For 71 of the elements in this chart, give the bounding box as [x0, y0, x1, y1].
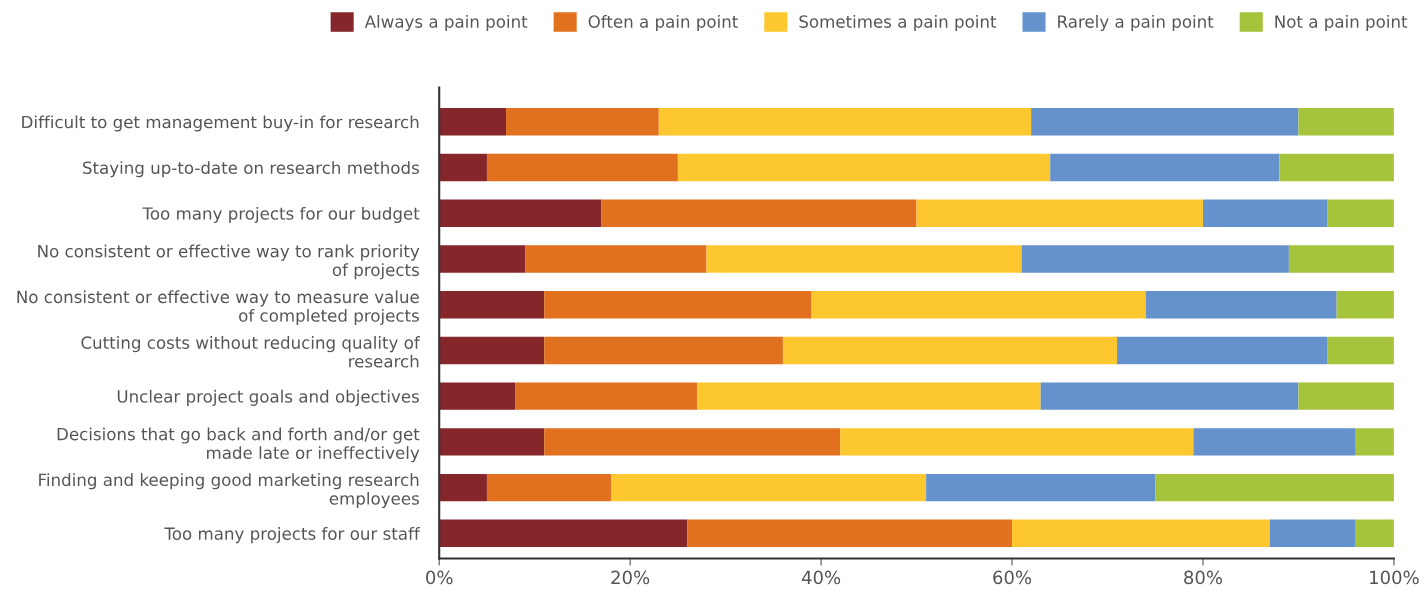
- bar: [515, 382, 697, 410]
- bar: [1117, 336, 1328, 365]
- bar: [439, 382, 516, 410]
- bar: [439, 473, 487, 502]
- bar: [486, 153, 678, 182]
- bar: [506, 108, 659, 136]
- bar: [677, 153, 1051, 182]
- x-tick-label: 60%: [993, 570, 1032, 585]
- bar: [1336, 290, 1394, 319]
- bar: [439, 336, 545, 365]
- bar: [439, 199, 602, 227]
- bar: [1031, 108, 1299, 136]
- y-tick-label: No consistent or effective way to measure value of completed projects: [17, 290, 419, 326]
- bar: [840, 428, 1194, 456]
- bar: [1269, 519, 1356, 548]
- legend-label: Always a pain point: [364, 14, 528, 32]
- y-tick-label: Cutting costs without reducing quality of research: [81, 336, 421, 368]
- bar: [1327, 336, 1394, 365]
- bar: [1298, 382, 1394, 410]
- bar: [1155, 473, 1394, 502]
- bar: [439, 428, 545, 456]
- y-tick-label: Difficult to get management buy-in for research: [22, 115, 419, 132]
- bar: [916, 199, 1203, 227]
- bar: [1355, 519, 1394, 548]
- bar: [926, 473, 1156, 502]
- y-tick-label: Staying up-to-date on research methods: [83, 161, 419, 178]
- bar: [1288, 245, 1394, 273]
- bar: [439, 108, 507, 136]
- bar: [658, 108, 1032, 136]
- bar: [1021, 245, 1289, 273]
- y-tick-label: Too many projects for our budget: [142, 206, 420, 224]
- bar: [1145, 290, 1337, 319]
- bar: [439, 153, 487, 182]
- bar: [439, 290, 545, 319]
- bar: [544, 336, 783, 365]
- x-tick-label: 100%: [1370, 570, 1419, 585]
- y-tick-label: No consistent or effective way to rank priority of projects: [38, 244, 420, 280]
- bar: [611, 473, 927, 502]
- y-tick-label: Unclear project goals and objectives: [117, 389, 419, 406]
- bar: [811, 290, 1146, 319]
- bar: [706, 245, 1022, 273]
- bar: [1202, 199, 1328, 227]
- legend-label: Not a pain point: [1275, 14, 1408, 32]
- bar: [687, 519, 1013, 548]
- bar: [1279, 153, 1394, 182]
- bar: [782, 336, 1118, 365]
- bar: [544, 428, 841, 456]
- bar: [1050, 153, 1280, 182]
- x-tick-label: 20%: [611, 570, 650, 585]
- x-tick-label: 0%: [426, 570, 453, 585]
- bar: [486, 473, 612, 502]
- bar: [544, 290, 812, 319]
- legend-label: Rarely a pain point: [1058, 14, 1214, 32]
- bar: [696, 382, 1041, 410]
- bar: [1040, 382, 1299, 410]
- legend-label: Often a pain point: [588, 14, 738, 32]
- bar: [1193, 428, 1356, 456]
- y-tick-label: Too many projects for our staff: [164, 527, 421, 544]
- bar: [1012, 519, 1270, 548]
- bar: [601, 199, 917, 227]
- bar: [1298, 108, 1394, 136]
- x-tick-label: 40%: [801, 570, 841, 585]
- y-tick-label: Decisions that go back and forth and/or get made late or ineffectively: [57, 427, 420, 463]
- bar: [439, 245, 526, 273]
- bar: [1327, 199, 1394, 227]
- bar: [1355, 428, 1394, 456]
- y-tick-label: Finding and keeping good marketing research employees: [39, 473, 419, 509]
- x-tick-label: 80%: [1184, 570, 1223, 585]
- bar: [525, 245, 707, 273]
- legend-label: Sometimes a pain point: [799, 14, 997, 32]
- bar: [439, 519, 688, 548]
